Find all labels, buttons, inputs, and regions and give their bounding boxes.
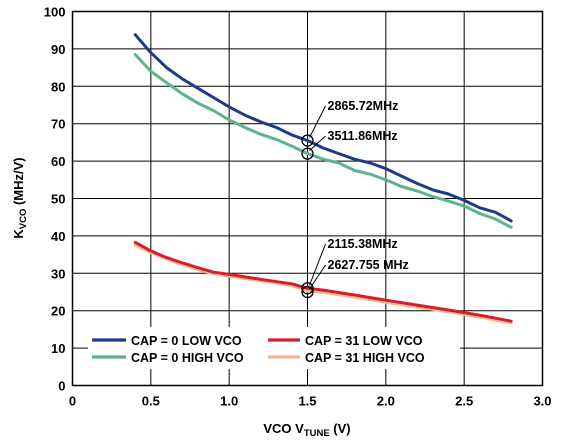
annotation-label: 2627.755 MHz [328,258,409,272]
y-tick-label: 20 [51,304,65,319]
annotation-leader [309,135,326,151]
legend-label-cap0-low: CAP = 0 LOW VCO [131,334,242,348]
x-tick-label: 0.5 [142,394,160,409]
x-tick-label: 2.5 [455,394,473,409]
plot-frame [71,10,544,387]
annotation-leader [309,243,326,286]
series-line-cap0-low [133,33,513,223]
series-line-cap31-low [133,240,513,323]
x-axis-title-sub: TUNE [304,428,330,439]
marker-circle [301,282,314,295]
x-tick-label: 3.0 [533,394,551,409]
y-tick-label: 30 [51,266,65,281]
legend-label-cap31-low: CAP = 31 LOW VCO [305,334,423,348]
legend-item-cap31-low: CAP = 31 LOW VCO [268,334,423,348]
series-line-cap31-high [133,243,513,325]
legend-label-cap31-high: CAP = 31 HIGH VCO [305,351,425,365]
legend-background [88,327,460,369]
legend-label-cap0-high: CAP = 0 HIGH VCO [131,351,244,365]
x-tick-label: 1.5 [298,394,316,409]
x-tick-label: 1.0 [220,394,238,409]
x-tick-labels: 0 0.5 1.0 1.5 2.0 2.5 3.0 [69,394,552,409]
y-tick-label: 50 [51,192,65,207]
y-axis-title-sub: VCO [18,209,29,230]
y-tick-label: 90 [51,42,65,57]
x-tick-label: 2.0 [377,394,395,409]
x-axis-title: VCO VTUNE (V) [263,421,350,439]
y-tick-label: 60 [51,154,65,169]
y-tick-labels: 0 10 20 30 40 50 60 70 80 90 100 [44,5,66,394]
marker-circles [301,134,314,299]
annotation-label: 2115.38MHz [328,237,398,251]
y-tick-label: 40 [51,229,65,244]
y-tick-label: 80 [51,79,65,94]
x-tick-label: 0 [69,394,76,409]
annotation-label: 3511.86MHz [328,129,398,143]
legend: CAP = 0 LOW VCO CAP = 0 HIGH VCO CAP = 3… [88,327,460,369]
marker-circle [301,147,314,160]
legend-item-cap31-high: CAP = 31 HIGH VCO [268,351,425,365]
y-tick-label: 70 [51,117,65,132]
marker-circle [301,134,314,147]
series-line-cap0-high [133,53,513,229]
annotation-leader [309,264,326,290]
y-tick-label: 0 [58,379,65,394]
y-tick-label: 10 [51,341,65,356]
y-axis-title: KVCO (MHz/V) [11,157,29,238]
legend-item-cap0-low: CAP = 0 LOW VCO [92,334,242,348]
annotation-leader [309,105,326,138]
legend-item-cap0-high: CAP = 0 HIGH VCO [92,351,244,365]
annotations: 2865.72MHz 3511.86MHz 2115.38MHz 2627.755 M… [309,99,409,290]
series-lines [133,33,513,325]
y-tick-label: 100 [44,5,66,20]
annotation-label: 2865.72MHz [328,99,399,113]
marker-circle [301,285,314,299]
